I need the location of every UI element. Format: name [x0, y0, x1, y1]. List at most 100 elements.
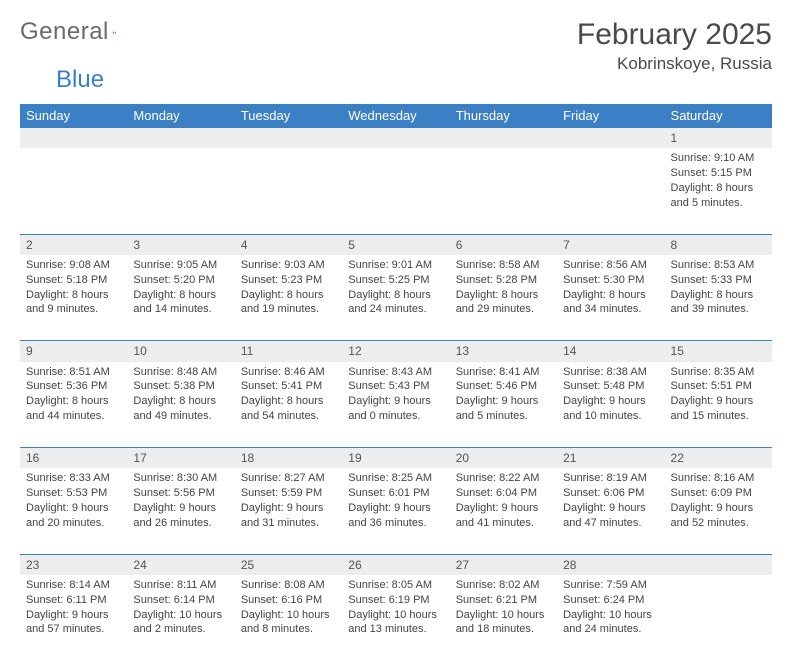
sunrise-text: Sunrise: 8:43 AM	[348, 365, 443, 380]
calendar-table: Sunday Monday Tuesday Wednesday Thursday…	[20, 104, 772, 661]
daylight2-text: and 39 minutes.	[671, 302, 766, 317]
sunset-text: Sunset: 5:53 PM	[26, 486, 121, 501]
day-info-cell: Sunrise: 8:25 AMSunset: 6:01 PMDaylight:…	[342, 468, 449, 554]
sunrise-text: Sunrise: 8:02 AM	[456, 578, 551, 593]
daylight1-text: Daylight: 10 hours	[456, 608, 551, 623]
sunset-text: Sunset: 5:59 PM	[241, 486, 336, 501]
day-info-cell: Sunrise: 8:02 AMSunset: 6:21 PMDaylight:…	[450, 575, 557, 661]
weekday-header: Monday	[127, 104, 234, 128]
daylight1-text: Daylight: 9 hours	[133, 501, 228, 516]
weekday-header: Thursday	[450, 104, 557, 128]
sail-icon	[112, 22, 116, 42]
daylight2-text: and 57 minutes.	[26, 622, 121, 637]
daylight2-text: and 24 minutes.	[348, 302, 443, 317]
weekday-header: Saturday	[665, 104, 772, 128]
day-number-cell: 14	[557, 341, 664, 362]
daynum-row: 1	[20, 128, 772, 149]
day-info-cell: Sunrise: 8:46 AMSunset: 5:41 PMDaylight:…	[235, 362, 342, 448]
day-info-cell: Sunrise: 9:08 AMSunset: 5:18 PMDaylight:…	[20, 255, 127, 341]
sunset-text: Sunset: 6:06 PM	[563, 486, 658, 501]
daylight1-text: Daylight: 8 hours	[563, 288, 658, 303]
sunrise-text: Sunrise: 8:56 AM	[563, 258, 658, 273]
sunrise-text: Sunrise: 9:05 AM	[133, 258, 228, 273]
sunrise-text: Sunrise: 8:53 AM	[671, 258, 766, 273]
day-info-cell: Sunrise: 8:35 AMSunset: 5:51 PMDaylight:…	[665, 362, 772, 448]
day-number-cell: 25	[235, 554, 342, 575]
daylight2-text: and 54 minutes.	[241, 409, 336, 424]
brand-part2: Blue	[56, 66, 792, 94]
brand-part1: General	[20, 18, 109, 46]
day-info-cell	[20, 148, 127, 234]
sunrise-text: Sunrise: 8:19 AM	[563, 471, 658, 486]
daylight2-text: and 29 minutes.	[456, 302, 551, 317]
daylight1-text: Daylight: 9 hours	[26, 608, 121, 623]
sunrise-text: Sunrise: 8:48 AM	[133, 365, 228, 380]
day-number-cell: 1	[665, 128, 772, 149]
daylight1-text: Daylight: 8 hours	[671, 288, 766, 303]
daylight1-text: Daylight: 8 hours	[26, 394, 121, 409]
daylight1-text: Daylight: 9 hours	[563, 394, 658, 409]
info-row: Sunrise: 8:14 AMSunset: 6:11 PMDaylight:…	[20, 575, 772, 661]
sunset-text: Sunset: 5:33 PM	[671, 273, 766, 288]
daylight1-text: Daylight: 8 hours	[241, 394, 336, 409]
daylight1-text: Daylight: 9 hours	[456, 501, 551, 516]
sunrise-text: Sunrise: 8:33 AM	[26, 471, 121, 486]
brand-logo: General	[20, 18, 136, 46]
daylight2-text: and 0 minutes.	[348, 409, 443, 424]
daylight2-text: and 13 minutes.	[348, 622, 443, 637]
sunset-text: Sunset: 5:28 PM	[456, 273, 551, 288]
day-info-cell: Sunrise: 8:48 AMSunset: 5:38 PMDaylight:…	[127, 362, 234, 448]
sunrise-text: Sunrise: 8:35 AM	[671, 365, 766, 380]
daylight1-text: Daylight: 9 hours	[671, 394, 766, 409]
sunset-text: Sunset: 5:43 PM	[348, 379, 443, 394]
day-info-cell: Sunrise: 8:11 AMSunset: 6:14 PMDaylight:…	[127, 575, 234, 661]
sunrise-text: Sunrise: 8:25 AM	[348, 471, 443, 486]
daylight2-text: and 8 minutes.	[241, 622, 336, 637]
day-number-cell: 12	[342, 341, 449, 362]
day-number-cell: 17	[127, 448, 234, 469]
daylight2-text: and 14 minutes.	[133, 302, 228, 317]
daylight2-text: and 24 minutes.	[563, 622, 658, 637]
day-info-cell	[127, 148, 234, 234]
day-info-cell: Sunrise: 8:51 AMSunset: 5:36 PMDaylight:…	[20, 362, 127, 448]
day-number-cell: 8	[665, 234, 772, 255]
sunrise-text: Sunrise: 8:14 AM	[26, 578, 121, 593]
daylight1-text: Daylight: 9 hours	[563, 501, 658, 516]
daylight2-text: and 41 minutes.	[456, 516, 551, 531]
day-number-cell: 22	[665, 448, 772, 469]
sunrise-text: Sunrise: 8:30 AM	[133, 471, 228, 486]
daylight1-text: Daylight: 10 hours	[133, 608, 228, 623]
daylight1-text: Daylight: 9 hours	[26, 501, 121, 516]
day-number-cell: 4	[235, 234, 342, 255]
daylight2-text: and 36 minutes.	[348, 516, 443, 531]
day-info-cell: Sunrise: 7:59 AMSunset: 6:24 PMDaylight:…	[557, 575, 664, 661]
sunrise-text: Sunrise: 8:38 AM	[563, 365, 658, 380]
day-info-cell: Sunrise: 8:08 AMSunset: 6:16 PMDaylight:…	[235, 575, 342, 661]
daylight2-text: and 2 minutes.	[133, 622, 228, 637]
sunrise-text: Sunrise: 8:46 AM	[241, 365, 336, 380]
daylight1-text: Daylight: 10 hours	[348, 608, 443, 623]
day-number-cell: 10	[127, 341, 234, 362]
daylight1-text: Daylight: 9 hours	[671, 501, 766, 516]
day-info-cell: Sunrise: 8:43 AMSunset: 5:43 PMDaylight:…	[342, 362, 449, 448]
daylight1-text: Daylight: 8 hours	[671, 181, 766, 196]
day-number-cell: 19	[342, 448, 449, 469]
sunset-text: Sunset: 6:24 PM	[563, 593, 658, 608]
day-number-cell: 21	[557, 448, 664, 469]
info-row: Sunrise: 8:51 AMSunset: 5:36 PMDaylight:…	[20, 362, 772, 448]
daylight1-text: Daylight: 9 hours	[456, 394, 551, 409]
sunset-text: Sunset: 5:56 PM	[133, 486, 228, 501]
sunrise-text: Sunrise: 7:59 AM	[563, 578, 658, 593]
sunset-text: Sunset: 5:48 PM	[563, 379, 658, 394]
sunrise-text: Sunrise: 9:10 AM	[671, 151, 766, 166]
daylight2-text: and 10 minutes.	[563, 409, 658, 424]
sunset-text: Sunset: 5:46 PM	[456, 379, 551, 394]
daylight2-text: and 49 minutes.	[133, 409, 228, 424]
day-number-cell	[557, 128, 664, 149]
sunset-text: Sunset: 6:19 PM	[348, 593, 443, 608]
day-number-cell: 13	[450, 341, 557, 362]
info-row: Sunrise: 9:08 AMSunset: 5:18 PMDaylight:…	[20, 255, 772, 341]
sunset-text: Sunset: 6:11 PM	[26, 593, 121, 608]
day-number-cell: 11	[235, 341, 342, 362]
day-info-cell: Sunrise: 8:22 AMSunset: 6:04 PMDaylight:…	[450, 468, 557, 554]
